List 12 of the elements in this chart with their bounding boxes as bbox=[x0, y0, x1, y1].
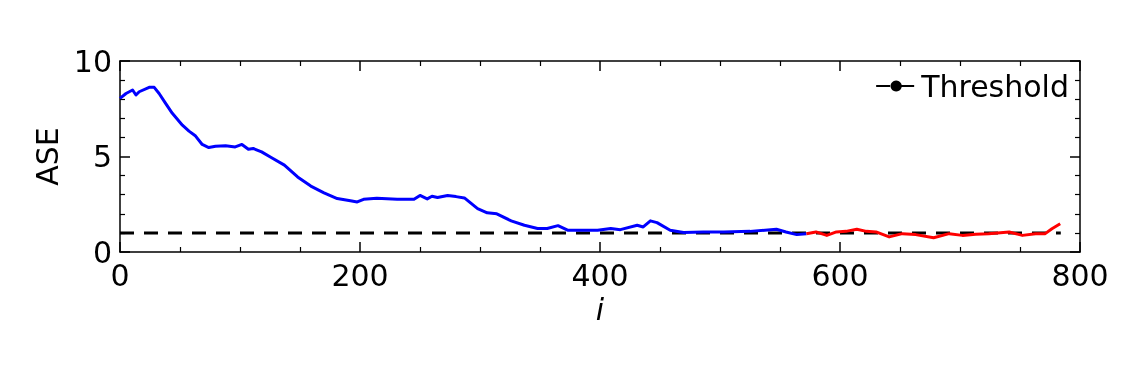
x-tick-label: 200 bbox=[331, 257, 389, 293]
legend-label: Threshold bbox=[920, 68, 1070, 104]
y-tick-label: 5 bbox=[92, 139, 112, 174]
x-tick-label: 800 bbox=[1051, 257, 1109, 293]
x-axis-title: i bbox=[595, 292, 605, 328]
line-series bbox=[118, 85, 808, 237]
x-tick-label: 400 bbox=[571, 257, 629, 293]
line-series bbox=[804, 222, 1062, 240]
x-tick-label: 600 bbox=[811, 257, 869, 293]
y-axis-title: ASE bbox=[30, 127, 66, 186]
y-tick-label: 0 bbox=[92, 234, 112, 270]
y-tick-label: 10 bbox=[73, 43, 112, 79]
